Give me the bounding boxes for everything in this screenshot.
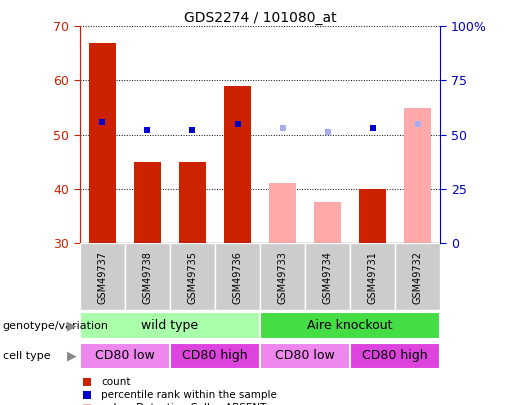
Point xyxy=(83,392,92,399)
Bar xyxy=(80,343,170,369)
Bar xyxy=(314,202,341,243)
Point xyxy=(83,379,92,385)
Text: Aire knockout: Aire knockout xyxy=(307,319,393,332)
Bar xyxy=(260,313,440,339)
Point xyxy=(369,125,377,131)
Text: value, Detection Call = ABSENT: value, Detection Call = ABSENT xyxy=(101,403,267,405)
Text: GSM49736: GSM49736 xyxy=(233,251,243,304)
Text: percentile rank within the sample: percentile rank within the sample xyxy=(101,390,277,400)
Text: GSM49732: GSM49732 xyxy=(413,251,423,304)
Bar xyxy=(215,243,260,310)
Text: wild type: wild type xyxy=(142,319,198,332)
Text: GSM49735: GSM49735 xyxy=(187,251,197,304)
Point xyxy=(143,127,151,134)
Bar xyxy=(89,43,116,243)
Point xyxy=(323,129,332,136)
Point xyxy=(188,127,197,134)
Bar xyxy=(260,243,305,310)
Bar xyxy=(170,243,215,310)
Text: GSM49738: GSM49738 xyxy=(143,251,152,304)
Bar xyxy=(224,86,251,243)
Text: cell type: cell type xyxy=(3,351,50,361)
Bar xyxy=(396,243,440,310)
Text: genotype/variation: genotype/variation xyxy=(3,321,109,330)
Text: GSM49731: GSM49731 xyxy=(368,251,377,304)
Bar xyxy=(305,243,350,310)
Bar xyxy=(359,189,386,243)
Title: GDS2274 / 101080_at: GDS2274 / 101080_at xyxy=(184,11,336,25)
Text: GSM49733: GSM49733 xyxy=(278,251,287,304)
Text: CD80 high: CD80 high xyxy=(363,349,428,362)
Point xyxy=(98,118,107,125)
Point xyxy=(233,121,242,127)
Bar xyxy=(350,343,440,369)
Bar xyxy=(269,183,296,243)
Bar xyxy=(134,162,161,243)
Bar xyxy=(179,162,206,243)
Bar xyxy=(80,313,260,339)
Bar xyxy=(80,243,125,310)
Point xyxy=(279,125,287,131)
Text: GSM49734: GSM49734 xyxy=(323,251,333,304)
Text: ▶: ▶ xyxy=(66,350,76,362)
Bar xyxy=(350,243,396,310)
Text: GSM49737: GSM49737 xyxy=(97,251,107,304)
Bar xyxy=(404,108,431,243)
Text: ▶: ▶ xyxy=(66,319,76,332)
Text: count: count xyxy=(101,377,131,387)
Text: CD80 high: CD80 high xyxy=(182,349,248,362)
Point xyxy=(414,121,422,127)
Text: CD80 low: CD80 low xyxy=(95,349,155,362)
Bar xyxy=(170,343,260,369)
Bar xyxy=(125,243,170,310)
Bar xyxy=(260,343,350,369)
Text: CD80 low: CD80 low xyxy=(275,349,335,362)
